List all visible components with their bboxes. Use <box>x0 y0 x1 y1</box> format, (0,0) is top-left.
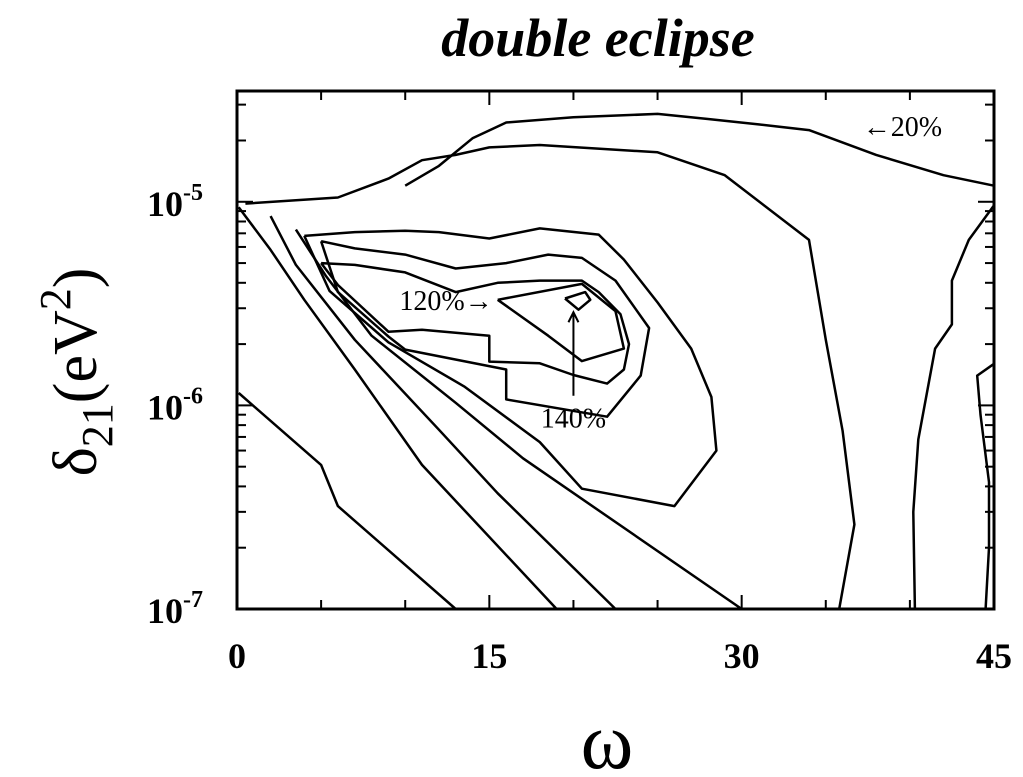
x-tick-label: 45 <box>976 636 1012 676</box>
x-tick-label: 15 <box>471 636 507 676</box>
contour-line-c8 <box>496 282 626 363</box>
x-tick-label: 0 <box>228 636 246 676</box>
x-tick-label: 30 <box>724 636 760 676</box>
y-tick-label: 10-5 <box>147 180 203 224</box>
contour-line-c7 <box>320 261 631 385</box>
y-tick-label: 10-6 <box>147 383 203 427</box>
x-axis-label: ω <box>581 698 634 777</box>
y-axis-label-symbol: δ <box>42 447 110 476</box>
contour-line-c5 <box>303 227 718 508</box>
y-tick-label: 10-7 <box>147 587 203 631</box>
annotation-120-percent: 120%→ <box>399 286 492 317</box>
y-axis-label-subscript: 21 <box>73 403 122 447</box>
contour-line-c3 <box>269 215 617 610</box>
contour-line-c9 <box>564 290 592 311</box>
contour-line-c6 <box>319 239 651 418</box>
contour-line-c10 <box>245 143 856 610</box>
y-axis-label: δ21(eV2) <box>31 268 122 477</box>
contour-line-c2 <box>237 206 558 610</box>
contour-line-c12 <box>912 204 996 610</box>
contour-annotations: ←20% 120%→ 140% <box>399 112 942 434</box>
chart-title: double eclipse <box>441 8 754 68</box>
contour-line-c4 <box>294 228 743 611</box>
contour-line-c13 <box>975 362 995 610</box>
y-axis-label-close: ) <box>42 268 110 289</box>
contour-lines <box>237 112 996 611</box>
y-axis-label-exponent: 2 <box>31 288 80 310</box>
arrow-140-head <box>567 310 580 323</box>
y-axis-label-unit: (eV <box>42 310 110 403</box>
contour-line-c11 <box>404 112 995 187</box>
tick-labels: 0 15 30 45 10-7 10-6 10-5 <box>147 180 1012 676</box>
annotation-20-percent: ←20% <box>863 112 942 143</box>
annotation-140-percent: 140% <box>541 404 606 435</box>
contour-line-c1 <box>237 392 457 610</box>
